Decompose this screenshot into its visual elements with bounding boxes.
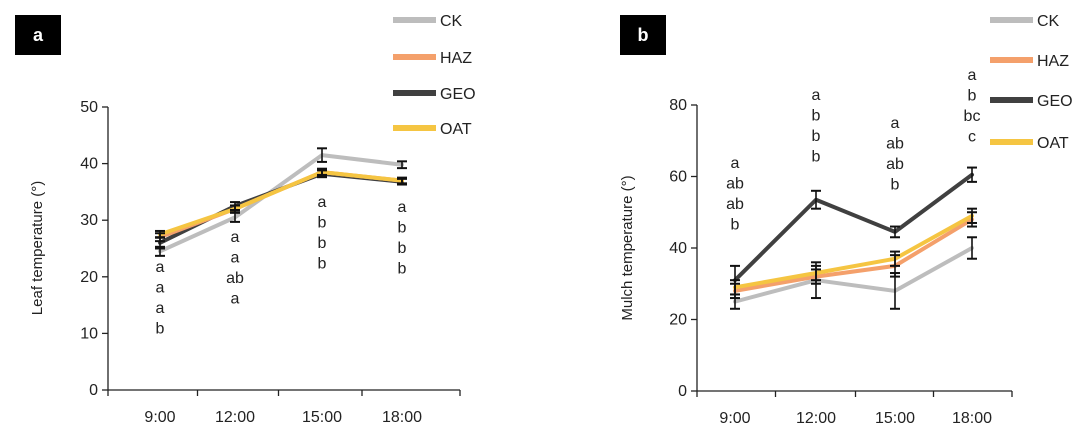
y-axis-label-a: Leaf temperature (°) (29, 181, 46, 315)
significance-letter: b (812, 128, 821, 145)
error-bar-ck (967, 236, 977, 260)
significance-letter: a (156, 300, 165, 317)
y-tick-label: 60 (669, 169, 687, 186)
legend-entry-ck: CK (393, 13, 463, 30)
significance-letter: b (318, 235, 327, 252)
x-tick-label: 9:00 (144, 409, 175, 426)
significance-letter: b (968, 88, 977, 105)
significance-letter: b (812, 108, 821, 125)
legend-label: OAT (440, 121, 472, 138)
series-line-haz (733, 217, 974, 293)
significance-letter: a (318, 194, 327, 211)
error-bar-oat (230, 204, 240, 214)
panel-b: b Mulch temperature (°) 0 20 40 60 80 9:00 12… (619, 13, 1072, 427)
legend-entry-haz: HAZ (990, 53, 1069, 70)
series-line-oat (158, 170, 404, 237)
legend-label: CK (1037, 13, 1060, 30)
series-line-haz (158, 170, 404, 240)
error-bar-geo (811, 189, 821, 210)
significance-letter: bc (964, 108, 981, 125)
legend-label: GEO (440, 86, 476, 103)
panel-label-b: b (638, 25, 649, 45)
error-bar-oat (730, 279, 740, 296)
y-tick-label: 10 (80, 325, 98, 342)
significance-letter: ab (226, 270, 244, 287)
legend-label: OAT (1037, 135, 1069, 152)
panel-a: a Leaf temperature (°) 0 10 20 30 40 50 9:00 1… (15, 13, 476, 426)
error-bar-geo (967, 166, 977, 183)
x-tick-label: 15:00 (302, 409, 342, 426)
significance-letter: a (968, 67, 977, 84)
panel-label-a: a (33, 25, 44, 45)
legend-entry-ck: CK (990, 13, 1060, 30)
x-tick-label: 12:00 (215, 409, 255, 426)
significance-letter: a (812, 87, 821, 104)
significance-letter: b (318, 215, 327, 232)
series-line-oat (733, 213, 974, 290)
significance-letter: ab (726, 176, 744, 193)
y-tick-label: 20 (669, 312, 687, 329)
significance-letter: a (731, 155, 740, 172)
significance-letter: ab (886, 136, 904, 153)
x-tick-label: 18:00 (382, 409, 422, 426)
legend-label: HAZ (1037, 53, 1069, 70)
x-tick-label: 12:00 (796, 410, 836, 427)
significance-letter: c (968, 129, 976, 146)
significance-letter: b (398, 240, 407, 257)
y-tick-label: 80 (669, 97, 687, 114)
y-tick-label: 50 (80, 99, 98, 116)
legend-label: GEO (1037, 93, 1072, 110)
significance-letter: a (398, 199, 407, 216)
error-bar-oat (155, 229, 165, 239)
legend-label: CK (440, 13, 463, 30)
error-bar-geo (890, 225, 900, 239)
legend-label: HAZ (440, 50, 472, 67)
series-line-geo (733, 172, 974, 283)
panel-label-badge-b (620, 15, 666, 55)
error-bar-ck (397, 160, 407, 170)
significance-letter: a (156, 259, 165, 276)
significance-letter: a (231, 250, 240, 267)
significance-letter: a (891, 115, 900, 132)
error-bar-oat (890, 250, 900, 267)
significance-letter: ab (886, 156, 904, 173)
x-tick-label: 15:00 (875, 410, 915, 427)
panel-label-badge-a (15, 15, 61, 55)
significance-letter: b (398, 261, 407, 278)
significance-letter: b (156, 321, 165, 338)
legend-entry-oat: OAT (990, 135, 1069, 152)
y-tick-label: 0 (89, 382, 98, 399)
series-line-ck (733, 246, 974, 304)
significance-letter: b (731, 217, 740, 234)
y-tick-label: 40 (80, 156, 98, 173)
legend-entry-haz: HAZ (393, 50, 472, 67)
significance-letter: b (398, 220, 407, 237)
error-bar-oat (811, 264, 821, 282)
y-tick-label: 30 (80, 212, 98, 229)
error-bar-oat (317, 168, 327, 176)
significance-letter: a (231, 229, 240, 246)
error-bar-oat (397, 176, 407, 185)
error-bar-oat (967, 207, 977, 224)
x-tick-label: 9:00 (719, 410, 750, 427)
significance-letter: b (318, 256, 327, 273)
x-tick-label: 18:00 (952, 410, 992, 427)
significance-letter: ab (726, 196, 744, 213)
y-tick-label: 20 (80, 269, 98, 286)
legend-entry-geo: GEO (990, 93, 1072, 110)
significance-letter: a (156, 280, 165, 297)
series-line-ck (158, 153, 404, 254)
y-tick-label: 40 (669, 240, 687, 257)
y-tick-label: 0 (678, 383, 687, 400)
legend-entry-oat: OAT (393, 121, 472, 138)
significance-letter: b (891, 177, 900, 194)
y-axis-label-b: Mulch temperature (°) (619, 175, 636, 320)
significance-letter: b (812, 149, 821, 166)
legend-entry-geo: GEO (393, 86, 476, 103)
error-bar-ck (317, 147, 327, 163)
significance-letter: a (231, 291, 240, 308)
